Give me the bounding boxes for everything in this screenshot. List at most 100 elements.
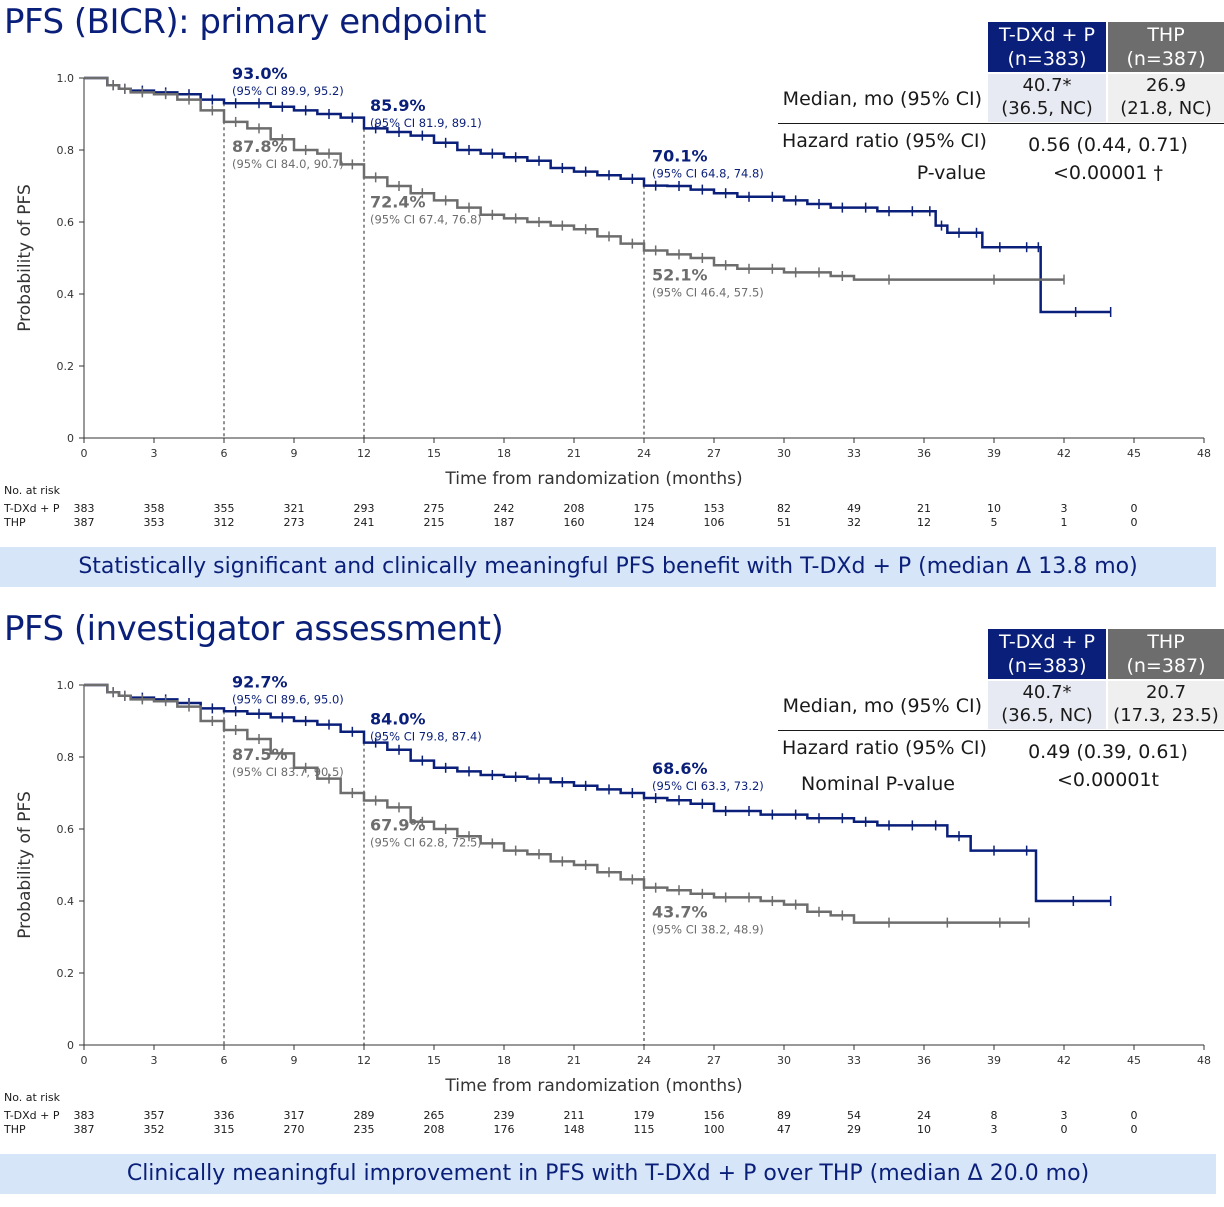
risk-count-thp: 312: [213, 516, 235, 529]
arm-label: T-DXd + P: [999, 631, 1095, 653]
risk-count-tdxd: 336: [213, 1109, 235, 1122]
km-curve-thp: [84, 76, 1064, 281]
landmark-pct: 67.9%: [370, 816, 426, 835]
y-axis-label: Probability of PFS: [15, 184, 35, 332]
risk-count-thp: 0: [1060, 1123, 1068, 1136]
y-axis-label: Probability of PFS: [15, 791, 35, 939]
landmark-pct: 87.5%: [232, 745, 288, 764]
x-tick-label: 24: [637, 447, 651, 460]
x-tick-label: 45: [1127, 1054, 1141, 1067]
risk-count-tdxd: 0: [1130, 502, 1138, 515]
risk-count-tdxd: 54: [847, 1109, 861, 1122]
x-axis-label: Time from randomization (months): [444, 1076, 742, 1096]
arm-n: (n=383): [1007, 655, 1087, 677]
y-tick-label: 0.8: [57, 144, 75, 157]
x-tick-label: 3: [151, 1054, 158, 1067]
risk-count-tdxd: 89: [777, 1109, 791, 1122]
risk-count-thp: 235: [353, 1123, 375, 1136]
hr-label: Hazard ratio (95% CI): [782, 737, 987, 759]
median-ci: (36.5, NC): [1001, 705, 1093, 726]
median-tdxd: 40.7* (36.5, NC): [988, 74, 1106, 122]
stats-table: T-DXd + P (n=383) THP (n=387) Median, mo…: [778, 22, 1224, 192]
risk-count-tdxd: 208: [563, 502, 585, 515]
x-tick-label: 48: [1197, 447, 1211, 460]
risk-count-tdxd: 289: [353, 1109, 375, 1122]
risk-count-tdxd: 21: [917, 502, 931, 515]
landmark-pct: 68.6%: [652, 759, 708, 778]
landmark-ci: (95% CI 89.9, 95.2): [232, 84, 344, 98]
risk-count-tdxd: 3: [1060, 502, 1068, 515]
risk-count-thp: 51: [777, 516, 791, 529]
y-tick-label: 0.4: [57, 288, 75, 301]
risk-count-thp: 273: [283, 516, 305, 529]
landmark-ci: (95% CI 67.4, 76.8): [370, 212, 482, 226]
median-value: 40.7*: [1022, 682, 1072, 703]
median-value: 20.7: [1145, 682, 1187, 703]
landmark-ci: (95% CI 63.3, 73.2): [652, 779, 764, 793]
risk-header: No. at risk: [4, 1091, 60, 1104]
risk-count-thp: 0: [1130, 1123, 1138, 1136]
arm-label: THP: [1147, 24, 1185, 46]
risk-count-thp: 387: [73, 1123, 95, 1136]
hr-value: 0.49 (0.39, 0.61): [1028, 741, 1188, 763]
x-tick-label: 27: [707, 447, 721, 460]
risk-label-tdxd: T-DXd + P: [4, 1109, 60, 1122]
median-ci: (17.3, 23.5): [1113, 705, 1219, 726]
y-tick-label: 0.8: [57, 751, 75, 764]
risk-count-thp: 47: [777, 1123, 791, 1136]
risk-count-tdxd: 265: [423, 1109, 445, 1122]
risk-count-tdxd: 8: [990, 1109, 998, 1122]
p-label: Nominal P-value: [801, 773, 955, 795]
x-tick-label: 18: [497, 447, 511, 460]
risk-count-tdxd: 355: [213, 502, 235, 515]
landmark-pct: 92.7%: [232, 672, 288, 691]
risk-label-tdxd: T-DXd + P: [4, 502, 60, 515]
risk-count-thp: 187: [493, 516, 515, 529]
landmark-ci: (95% CI 84.0, 90.7): [232, 157, 344, 171]
hr-label: Hazard ratio (95% CI): [782, 130, 987, 152]
risk-count-thp: 148: [563, 1123, 585, 1136]
risk-count-thp: 270: [283, 1123, 305, 1136]
panel-title: PFS (investigator assessment): [4, 609, 504, 649]
x-tick-label: 33: [847, 447, 861, 460]
x-tick-label: 21: [567, 1054, 581, 1067]
median-value: 40.7*: [1022, 75, 1072, 96]
landmark-pct: 52.1%: [652, 265, 708, 284]
x-axis-label: Time from randomization (months): [444, 469, 742, 489]
risk-count-tdxd: 242: [493, 502, 515, 515]
risk-count-thp: 115: [633, 1123, 655, 1136]
y-tick-label: 0.6: [57, 216, 75, 229]
landmark-ci: (95% CI 64.8, 74.8): [652, 167, 764, 181]
risk-count-tdxd: 357: [143, 1109, 165, 1122]
km-chart-bicr: 00.20.40.60.81.00 3 6 9 12 15 18 21 24 27 30 33 36 39…: [15, 64, 1211, 489]
risk-count-tdxd: 293: [353, 502, 375, 515]
x-tick-label: 42: [1057, 1054, 1071, 1067]
landmark-pct: 43.7%: [652, 903, 708, 922]
risk-count-thp: 100: [703, 1123, 725, 1136]
median-thp: 20.7 (17.3, 23.5): [1108, 681, 1224, 729]
risk-count-tdxd: 321: [283, 502, 305, 515]
risk-count-thp: 1: [1060, 516, 1068, 529]
risk-count-tdxd: 211: [563, 1109, 585, 1122]
km-curve-thp: [84, 683, 1029, 924]
x-tick-label: 18: [497, 1054, 511, 1067]
landmark-pct: 93.0%: [232, 64, 288, 83]
arm-n: (n=387): [1126, 655, 1206, 677]
risk-count-thp: 176: [493, 1123, 515, 1136]
x-tick-label: 21: [567, 447, 581, 460]
landmark-ci: (95% CI 38.2, 48.9): [652, 923, 764, 937]
risk-count-thp: 3: [990, 1123, 998, 1136]
y-tick-label: 0.6: [57, 823, 75, 836]
conclusion-banner: Statistically significant and clinically…: [0, 547, 1216, 587]
y-tick-label: 1.0: [57, 72, 75, 85]
x-tick-label: 45: [1127, 447, 1141, 460]
risk-count-thp: 124: [633, 516, 655, 529]
risk-count-thp: 29: [847, 1123, 861, 1136]
median-value: 26.9: [1145, 75, 1187, 96]
hr-value: 0.56 (0.44, 0.71): [1028, 134, 1188, 156]
risk-count-tdxd: 275: [423, 502, 445, 515]
median-tdxd: 40.7* (36.5, NC): [988, 681, 1106, 729]
x-tick-label: 6: [221, 447, 228, 460]
arm-header-thp: THP (n=387): [1108, 629, 1224, 679]
panel-investigator: PFS (investigator assessment) 0 0.2 0.4 0.6…: [0, 607, 1224, 1207]
